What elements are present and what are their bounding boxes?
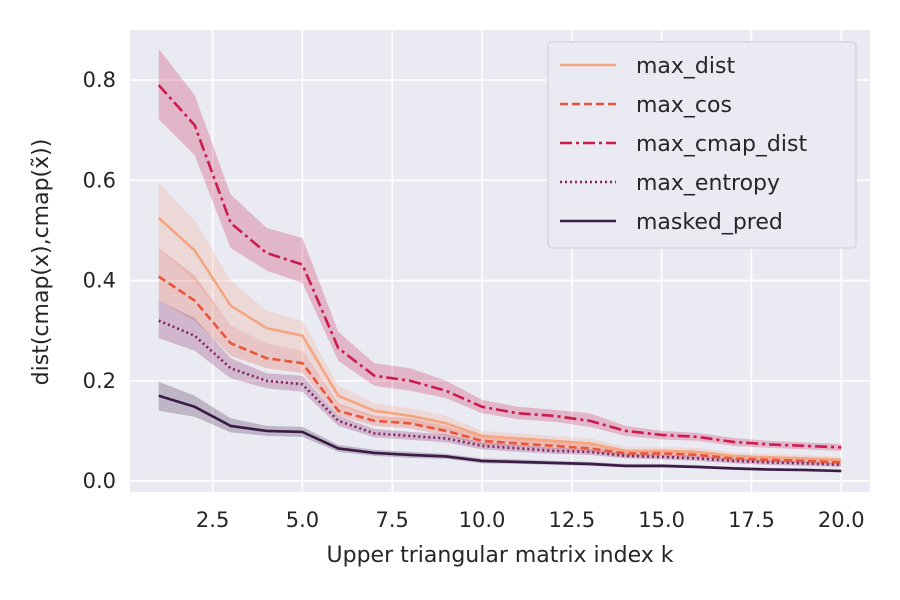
y-tick-label: 0.8 — [83, 68, 116, 92]
x-tick-label: 15.0 — [638, 508, 685, 532]
x-tick-label: 12.5 — [548, 508, 595, 532]
y-tick-labels: 0.0 0.2 0.4 0.6 0.8 — [83, 68, 116, 493]
x-tick-label: 17.5 — [728, 508, 775, 532]
y-tick-label: 0.6 — [83, 168, 116, 192]
legend-label-masked-pred: masked_pred — [636, 210, 783, 235]
x-tick-label: 10.0 — [459, 508, 506, 532]
band-masked-pred — [158, 381, 842, 473]
band-max-cos — [158, 248, 842, 465]
x-tick-label: 5.0 — [286, 508, 319, 532]
series-line-max-cos — [157, 275, 842, 464]
y-tick-label: 0.2 — [83, 369, 116, 393]
x-axis-label: Upper triangular matrix index k — [327, 543, 674, 568]
legend-label-max-cmap-dist: max_cmap_dist — [636, 132, 807, 157]
band-max-cmap-dist — [158, 49, 842, 451]
series-line-masked-pred — [158, 394, 842, 473]
x-tick-label: 20.0 — [818, 508, 865, 532]
band-max-dist — [158, 182, 842, 463]
legend-label-max-cos: max_cos — [636, 93, 732, 118]
series-lines — [157, 84, 842, 473]
legend: max_dist max_cos max_cmap_dist max_entropym… — [547, 41, 857, 249]
series-line-max-cmap-dist — [157, 84, 842, 449]
confidence-bands — [158, 49, 842, 473]
x-tick-label: 7.5 — [376, 508, 409, 532]
legend-box — [547, 41, 857, 249]
legend-label-max-dist: max_dist — [636, 54, 735, 79]
series-line-max-entropy — [158, 319, 842, 467]
series-line-max-dist — [157, 216, 842, 462]
y-tick-label: 0.0 — [83, 469, 116, 493]
x-tick-label: 2.5 — [196, 508, 229, 532]
band-max-entropy — [158, 300, 842, 467]
y-axis-label: dist(cmap(x),cmap(x̃)) — [29, 139, 54, 386]
y-tick-label: 0.4 — [83, 269, 116, 293]
x-tick-labels: 2.5 5.0 7.5 10.0 12.5 15.0 17.5 20.0 — [196, 508, 865, 532]
legend-label-max-entropy: max_entropy — [636, 171, 780, 196]
